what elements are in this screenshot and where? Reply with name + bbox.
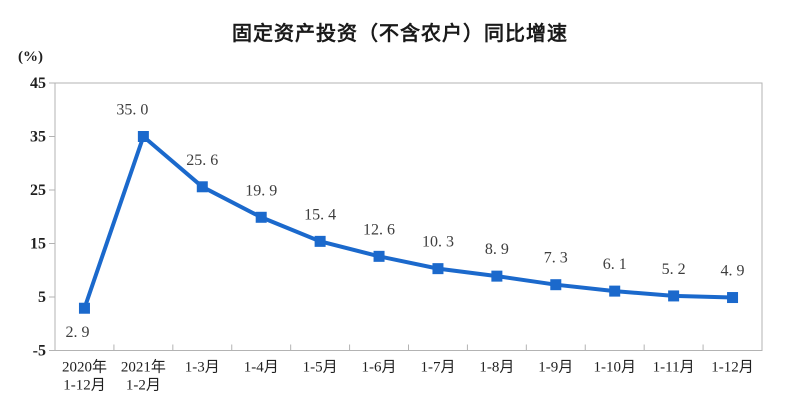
data-point-marker [432, 263, 444, 275]
data-point-label: 8. 9 [485, 241, 509, 258]
x-axis-label: 1-9月 [538, 360, 573, 376]
data-point-label: 2. 9 [65, 324, 89, 341]
data-point-label: 15. 4 [304, 206, 336, 223]
x-axis-label: 1-12月 [711, 360, 754, 376]
y-axis-label: -5 [33, 343, 46, 360]
trend-line [82, 133, 733, 309]
x-axis-label: 1-11月 [653, 360, 695, 376]
x-axis-label: 2020年 [62, 359, 107, 376]
data-point-label: 35. 0 [116, 102, 148, 119]
data-point-marker [491, 270, 503, 282]
data-point-marker [727, 292, 739, 304]
data-point-label: 19. 9 [245, 182, 277, 199]
data-point-label: 6. 1 [603, 256, 627, 273]
data-point-label: 7. 3 [544, 250, 568, 267]
x-axis-label: 1-2月 [126, 378, 161, 394]
chart-title: 固定资产投资（不含农户）同比增速 [232, 23, 568, 45]
x-axis-label: 1-5月 [303, 360, 338, 376]
data-point-marker [668, 290, 680, 302]
data-point-marker [373, 250, 385, 262]
x-axis-label: 1-6月 [362, 360, 397, 376]
y-axis-label: 35 [30, 129, 46, 146]
data-point-marker [609, 285, 621, 297]
x-axis-label: 1-8月 [479, 360, 514, 376]
y-axis-unit-label: (%) [18, 49, 43, 65]
x-axis-label: 1-12月 [63, 378, 106, 394]
data-point-marker [137, 131, 149, 142]
y-axis-label: 15 [30, 236, 46, 253]
x-axis-label: 1-4月 [244, 360, 279, 376]
y-axis-label: 45 [30, 75, 46, 92]
data-point-marker [196, 181, 208, 193]
data-point-marker [255, 211, 267, 223]
x-axis-label: 1-10月 [593, 360, 636, 376]
x-axis-label: 1-7月 [420, 360, 455, 376]
y-axis-label: 5 [38, 289, 46, 306]
data-point-label: 12. 6 [363, 221, 395, 238]
x-axis-label: 1-3月 [185, 360, 220, 376]
x-axis-label: 2021年 [121, 359, 166, 376]
data-point-label: 4. 9 [721, 263, 745, 280]
plot-border [54, 82, 763, 351]
data-point-marker [550, 279, 562, 291]
y-axis-label: 25 [30, 182, 46, 199]
data-point-label: 25. 6 [186, 152, 218, 169]
data-point-marker [78, 302, 90, 314]
data-point-marker [314, 235, 326, 247]
data-point-label: 5. 2 [662, 261, 686, 278]
data-point-label: 10. 3 [422, 234, 454, 251]
